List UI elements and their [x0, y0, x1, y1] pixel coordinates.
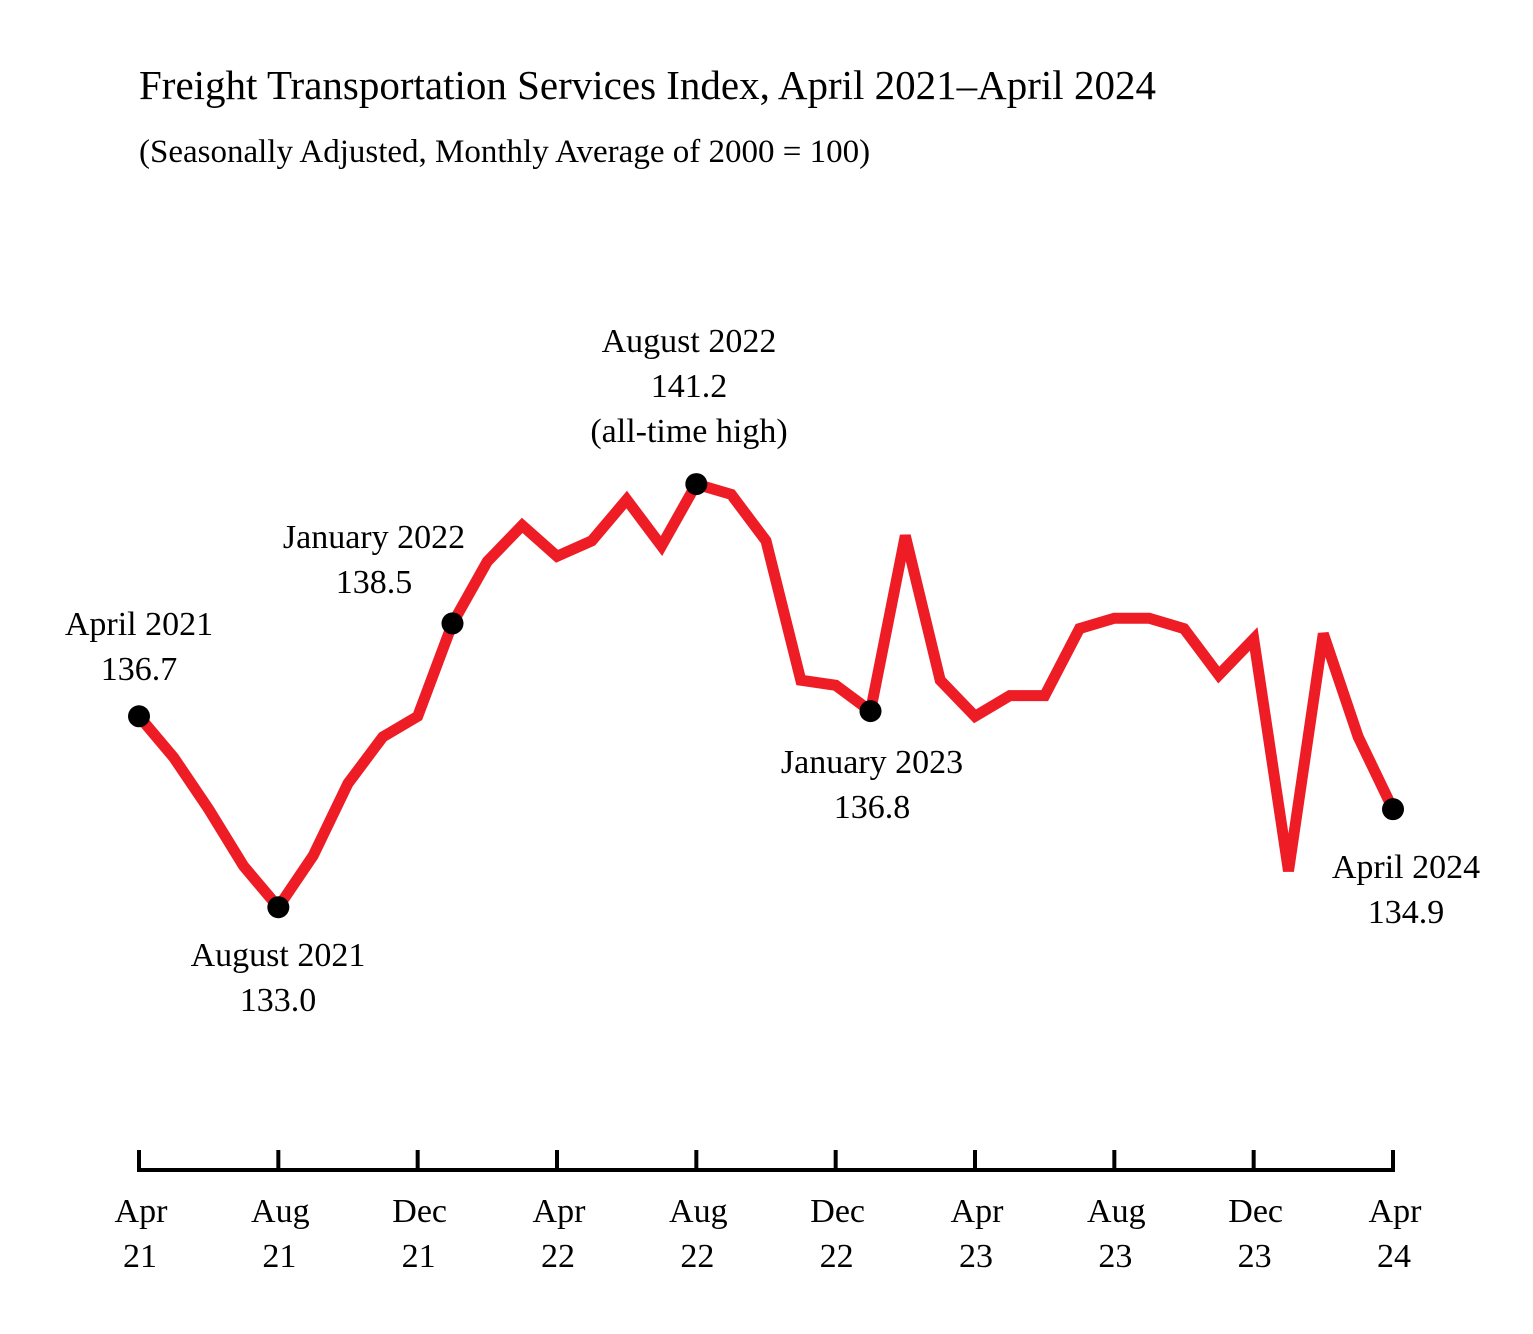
x-tick-label-year: 21 [123, 1238, 157, 1275]
x-tick-label-year: 24 [1377, 1238, 1411, 1275]
series-line [134, 477, 1398, 917]
x-tick-label-month: Apr [1369, 1193, 1423, 1230]
chart-subtitle: (Seasonally Adjusted, Monthly Average of… [139, 134, 870, 170]
annotation-label: (all-time high) [590, 413, 787, 450]
annotation-label: January 2022 [283, 519, 465, 556]
x-tick-label-year: 21 [262, 1238, 296, 1275]
annotation-label: August 2021 [191, 937, 366, 974]
x-tick-label-month: Apr [115, 1193, 169, 1230]
annotation-label: January 2023 [781, 744, 963, 781]
x-tick-label-year: 23 [1238, 1238, 1272, 1275]
annotation-label: 138.5 [336, 564, 413, 601]
annotation-label: 136.8 [834, 789, 911, 826]
x-tick-label-month: Apr [951, 1193, 1005, 1230]
annotation-label: 133.0 [240, 982, 317, 1019]
x-tick-label-month: Dec [810, 1193, 865, 1230]
x-tick-label-year: 22 [820, 1238, 854, 1275]
x-tick-label-month: Aug [1087, 1193, 1146, 1230]
x-tick-label-year: 21 [402, 1238, 436, 1275]
annotation-label: 134.9 [1368, 894, 1445, 931]
x-tick-label-month: Apr [533, 1193, 587, 1230]
chart-title: Freight Transportation Services Index, A… [139, 62, 1156, 108]
annotation-label: April 2021 [65, 606, 213, 643]
highlight-marker [128, 705, 150, 728]
x-axis: Apr 21 Aug 21 Dec 21 Apr 22 Aug 22 Dec 22 Apr 23 Aug 23… [115, 1150, 1423, 1275]
x-tick-label-year: 23 [1098, 1238, 1132, 1275]
highlight-marker [859, 700, 882, 723]
x-tick-label-month: Dec [392, 1193, 447, 1230]
series-group [134, 477, 1398, 917]
highlight-marker [1382, 798, 1404, 821]
annotation-label: 136.7 [101, 651, 178, 688]
x-tick-label-month: Aug [251, 1193, 310, 1230]
highlight-marker [685, 473, 708, 496]
x-tick-label-year: 22 [541, 1238, 575, 1275]
highlight-marker [441, 612, 464, 635]
annotations: April 2021 136.7 August 2021 133.0 January 2… [65, 323, 1480, 1019]
x-tick-label-year: 23 [959, 1238, 993, 1275]
annotation-label: April 2024 [1332, 849, 1480, 886]
highlight-marker [267, 896, 290, 919]
x-tick-label-month: Dec [1228, 1193, 1283, 1230]
x-tick-label-year: 22 [680, 1238, 714, 1275]
annotation-label: 141.2 [651, 368, 728, 405]
x-tick-label-month: Aug [669, 1193, 728, 1230]
annotation-label: August 2022 [602, 323, 777, 360]
